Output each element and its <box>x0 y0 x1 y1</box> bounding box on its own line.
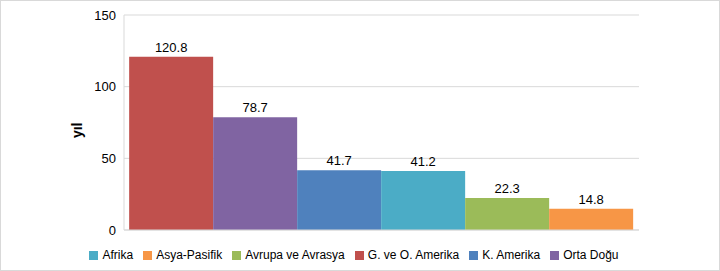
svg-text:78.7: 78.7 <box>242 100 267 115</box>
html-text:G. ve O. Amerika: G. ve O. Amerika <box>367 248 460 262</box>
svg-text:0: 0 <box>109 223 116 238</box>
html-text:Orta Doğu: Orta Doğu <box>563 248 619 262</box>
html-text:Afrika: Afrika <box>102 248 134 262</box>
svg-text:100: 100 <box>94 79 116 94</box>
svg-text:120.8: 120.8 <box>155 40 188 55</box>
svg-text:22.3: 22.3 <box>494 181 519 196</box>
svg-text:yıl: yıl <box>69 123 85 139</box>
svg-text:150: 150 <box>94 8 116 23</box>
svg-text:14.8: 14.8 <box>578 192 603 207</box>
svg-text:41.2: 41.2 <box>410 154 435 169</box>
html-text:Asya-Pasifik: Asya-Pasifik <box>156 248 223 262</box>
svg-text:50: 50 <box>102 151 116 166</box>
html-text:K. Amerika: K. Amerika <box>482 248 541 262</box>
svg-text:41.7: 41.7 <box>326 153 351 168</box>
html-text:Avrupa ve Avrasya: Avrupa ve Avrasya <box>245 248 345 262</box>
